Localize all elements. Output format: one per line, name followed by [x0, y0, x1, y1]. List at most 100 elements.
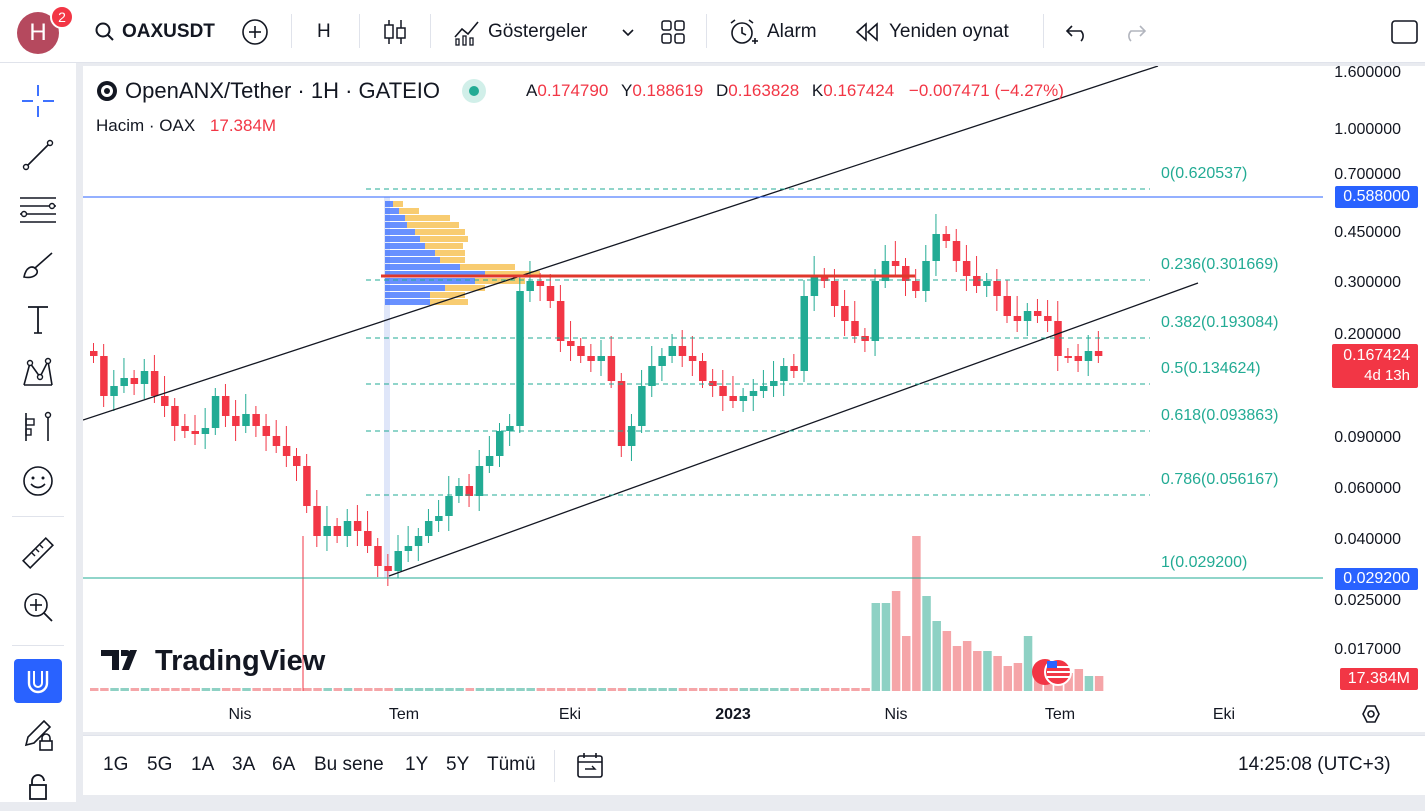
fullscreen-button[interactable] [1390, 14, 1420, 50]
price-axis[interactable]: 1.600000 1.000000 0.700000 0.450000 0.300000… [1334, 66, 1401, 658]
volume-bar [211, 688, 221, 691]
tv-logo-mark [101, 650, 137, 670]
volume-bar [709, 688, 718, 691]
clock-timezone[interactable]: 14:25:08 (UTC+3) [1238, 754, 1391, 775]
interval-button[interactable]: H [317, 14, 331, 50]
range-button-1g[interactable]: 1G [103, 754, 129, 775]
volume-bar [364, 688, 373, 691]
forecast-icon [25, 411, 52, 441]
indicators-dropdown[interactable] [620, 14, 636, 50]
icons-tool[interactable] [14, 459, 62, 503]
candle-body [384, 566, 392, 571]
low-price-tag: 0.029200 [1335, 568, 1418, 590]
measure-tool[interactable] [14, 531, 62, 575]
indicators-button[interactable]: Göstergeler [452, 14, 587, 50]
candle-body [719, 386, 727, 396]
layouts-button[interactable] [659, 14, 687, 50]
range-button-tümü[interactable]: Tümü [487, 754, 536, 775]
vp-up-bar [385, 285, 445, 291]
vp-down-bar [415, 229, 465, 235]
symbol-search-button[interactable]: OAXUSDT [94, 14, 215, 50]
range-button-5y[interactable]: 5Y [446, 754, 470, 775]
trend-line-tool[interactable] [14, 133, 62, 177]
candle-body [313, 506, 321, 536]
symbol-legend[interactable]: OpenANX/Tether · 1H · GATEIO A0.174790 Y… [95, 78, 1064, 104]
candle-body [729, 396, 737, 401]
chart-type-button[interactable] [381, 14, 409, 50]
price-tick-label: 0.060000 [1334, 480, 1401, 497]
volume-bar [658, 688, 667, 691]
text-tool[interactable] [14, 297, 62, 341]
volume-bar [719, 688, 728, 691]
candle-body [506, 426, 514, 431]
candle-body [414, 536, 423, 546]
volume-legend[interactable]: Hacim · OAX 17.384M [96, 116, 276, 136]
alarm-button[interactable]: Alarm [727, 14, 817, 50]
volume-bar [516, 688, 525, 691]
square-icon [1391, 20, 1418, 44]
vp-down-bar [407, 222, 459, 228]
volume-bar [942, 631, 952, 691]
volume-bar [171, 688, 180, 691]
candle-body [282, 446, 291, 456]
prediction-tool[interactable] [14, 405, 62, 449]
magnet-tool[interactable] [14, 659, 62, 703]
patterns-tool[interactable] [14, 351, 62, 395]
volume-bar [465, 688, 475, 691]
chart-pane[interactable]: 0(0.620537) 0.236(0.301669) 0.382(0.193084… [83, 66, 1425, 732]
tradingview-logo[interactable]: TradingView [101, 645, 326, 677]
symbol-label: OAXUSDT [122, 21, 215, 42]
candle-body [759, 386, 768, 391]
fib-retracement[interactable]: 0(0.620537) 0.236(0.301669) 0.382(0.193084… [366, 165, 1278, 579]
replay-button[interactable]: Yeniden oynat [853, 14, 1009, 50]
volume-bar [871, 603, 881, 691]
toolbar-divider [12, 645, 64, 646]
volume-bar [556, 688, 566, 691]
fib-tool[interactable] [14, 187, 62, 231]
channel-upper-line[interactable] [83, 66, 1159, 421]
undo-button[interactable] [1064, 14, 1092, 50]
candle-body [374, 546, 382, 566]
range-button-6a[interactable]: 6A [272, 754, 296, 775]
candle-body [465, 486, 474, 496]
range-button-1a[interactable]: 1A [191, 754, 215, 775]
volume-bar [221, 688, 231, 691]
candle-body [90, 351, 98, 356]
range-button-bu-sene[interactable]: Bu sene [314, 754, 384, 775]
volume-bar [567, 688, 576, 691]
range-button-1y[interactable]: 1Y [405, 754, 429, 775]
chart-settings-icon[interactable] [1362, 705, 1380, 723]
range-button-3a[interactable]: 3A [232, 754, 256, 775]
crosshair-tool[interactable] [14, 79, 62, 123]
parallel-channel[interactable] [83, 66, 1199, 577]
volume-bar [485, 688, 495, 691]
trend-line-icon [22, 139, 54, 171]
lock-drawings-tool[interactable] [14, 713, 62, 757]
volume-bar [414, 688, 424, 691]
volume-bar [424, 688, 434, 691]
drawing-toolbar [0, 63, 76, 802]
volume-bar [881, 603, 891, 691]
channel-lower-line[interactable] [388, 282, 1199, 577]
time-axis[interactable]: Nis Tem Eki 2023 Nis Tem Eki [228, 706, 1235, 723]
toolbar-divider [12, 516, 64, 517]
candles-icon [384, 20, 406, 44]
price-tick-label: 1.600000 [1334, 66, 1401, 81]
chart-canvas[interactable]: 0(0.620537) 0.236(0.301669) 0.382(0.193084… [83, 66, 1425, 732]
volume-bar [1094, 676, 1104, 691]
candle-body [1044, 316, 1052, 321]
vp-up-bar [385, 201, 393, 207]
goto-date-button[interactable] [575, 750, 605, 785]
top-toolbar: H 2 OAXUSDT H Göstergeler Alarm Yeniden … [0, 0, 1425, 63]
lock-all-tool[interactable] [14, 767, 62, 811]
vp-up-bar [385, 222, 407, 228]
volume-bar [577, 688, 586, 691]
brush-tool[interactable] [14, 243, 62, 287]
vp-down-bar [430, 299, 468, 305]
redo-button[interactable] [1120, 14, 1148, 50]
zoom-tool[interactable] [14, 585, 62, 629]
vp-down-bar [440, 257, 465, 263]
volume-label: Hacim · OAX [96, 116, 196, 135]
range-button-5g[interactable]: 5G [147, 754, 173, 775]
compare-symbol-button[interactable] [240, 14, 270, 50]
